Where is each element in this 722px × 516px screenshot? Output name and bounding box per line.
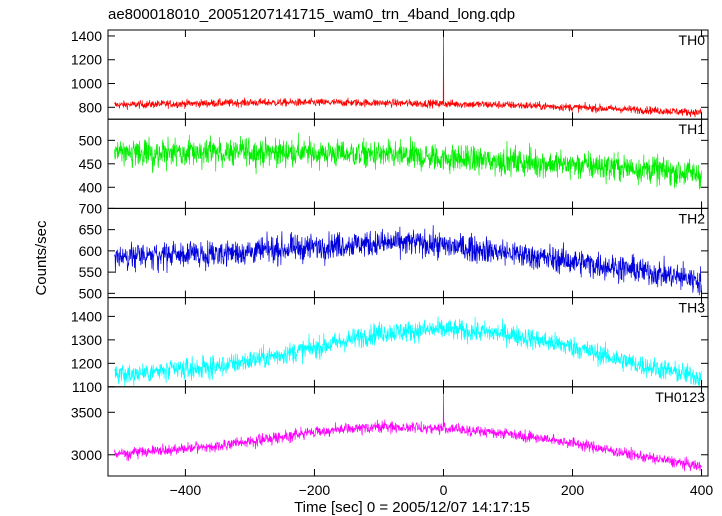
y-tick-label: 1000 (71, 76, 102, 92)
series-line-th2 (114, 225, 702, 296)
panel-label-th1: TH1 (679, 121, 706, 137)
y-tick-label: 1400 (71, 28, 102, 44)
panels-group: 800 1000 1200 1400 TH0 400 450 500 TH1 500 550 600 6… (71, 28, 714, 498)
series-line-th3 (114, 316, 702, 387)
y-axis-label: Counts/sec (33, 220, 50, 296)
chart-title: ae800018010_20051207141715_wam0_trn_4ban… (108, 6, 515, 23)
y-tick-label: 1400 (71, 308, 102, 324)
y-tick-label: 400 (79, 179, 103, 195)
y-tick-label: 1100 (72, 379, 102, 395)
y-tick-label: 1200 (71, 52, 102, 68)
y-tick-label: 500 (79, 132, 103, 148)
x-axis-label: Time [sec] 0 = 2005/12/07 14:17:15 (294, 499, 530, 516)
panel-label-th2: TH2 (679, 210, 706, 226)
series-line-th1 (114, 132, 702, 190)
y-tick-label: 600 (79, 243, 103, 259)
series-line-th0123 (114, 390, 702, 472)
x-tick-label: 200 (561, 482, 585, 498)
y-tick-label: 500 (79, 285, 103, 301)
y-tick-label: 800 (79, 99, 103, 115)
y-tick-label: 700 (79, 200, 103, 216)
panel-frame-th0123 (107, 386, 709, 477)
y-tick-label: 3500 (71, 404, 102, 420)
panel-label-th0: TH0 (679, 32, 706, 48)
x-tick-label: 0 (440, 482, 448, 498)
y-tick-label: 1200 (71, 355, 102, 371)
y-tick-label: 550 (79, 264, 103, 280)
x-tick-label: 400 (690, 482, 714, 498)
y-tick-label: 450 (79, 156, 103, 172)
panel-label-th0123: TH0123 (655, 389, 705, 405)
x-tick-label: −400 (170, 482, 202, 498)
y-tick-label: 3000 (71, 447, 102, 463)
panel-label-th3: TH3 (679, 300, 706, 316)
y-tick-label: 650 (79, 222, 103, 238)
y-tick-label: 1300 (71, 332, 102, 348)
series-line-th0 (114, 33, 702, 118)
x-tick-label: −200 (299, 482, 331, 498)
